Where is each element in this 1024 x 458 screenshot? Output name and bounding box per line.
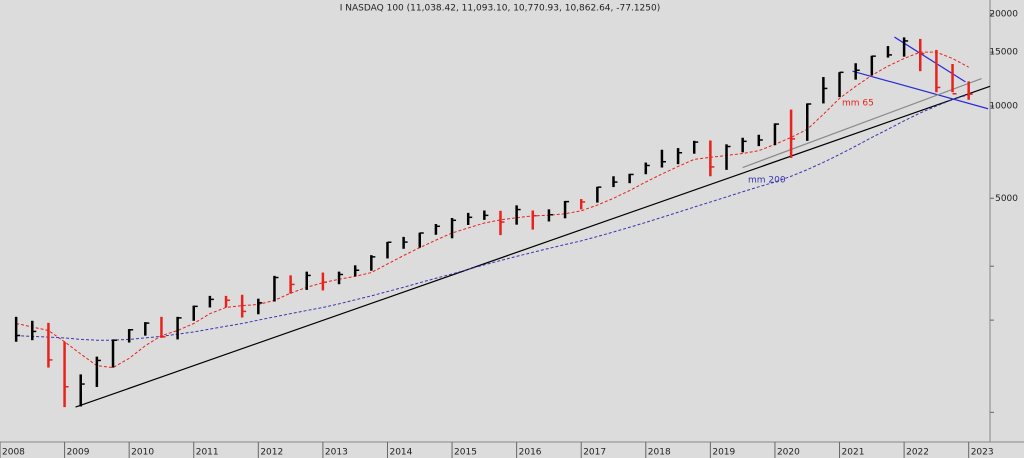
trendline [75, 85, 991, 408]
y-tick-label: 5000 [995, 194, 1018, 204]
y-tick-label: 15000 [989, 48, 1018, 58]
x-tick-label: 2022 [906, 448, 929, 458]
x-tick-label: 2009 [67, 448, 90, 458]
x-tick-label: 2021 [842, 448, 865, 458]
x-tick-label: 2017 [583, 448, 606, 458]
x-tick-label: 2016 [519, 448, 542, 458]
x-tick-label: 2018 [648, 448, 671, 458]
y-tick-label: 10000 [989, 102, 1018, 112]
x-tick-label: 2011 [196, 448, 219, 458]
moving-average [16, 51, 969, 369]
x-tick-label: 2023 [971, 448, 994, 458]
x-tick-label: 2010 [131, 448, 154, 458]
trendline [742, 77, 982, 169]
trendline [852, 70, 989, 110]
y-tick-label: 20000 [989, 9, 1018, 19]
moving-average [16, 94, 969, 341]
x-tick-label: 2008 [2, 448, 25, 458]
x-tick-label: 2012 [260, 448, 283, 458]
x-tick-label: 2014 [389, 448, 412, 458]
x-tick-label: 2020 [777, 448, 800, 458]
series-label: mm 65 [842, 99, 874, 109]
series-label: mm 200 [748, 176, 786, 186]
chart-title: I NASDAQ 100 (11,038.42, 11,093.10, 10,7… [340, 4, 660, 14]
x-tick-label: 2013 [325, 448, 348, 458]
x-tick-label: 2019 [712, 448, 735, 458]
x-tick-label: 2015 [454, 448, 477, 458]
